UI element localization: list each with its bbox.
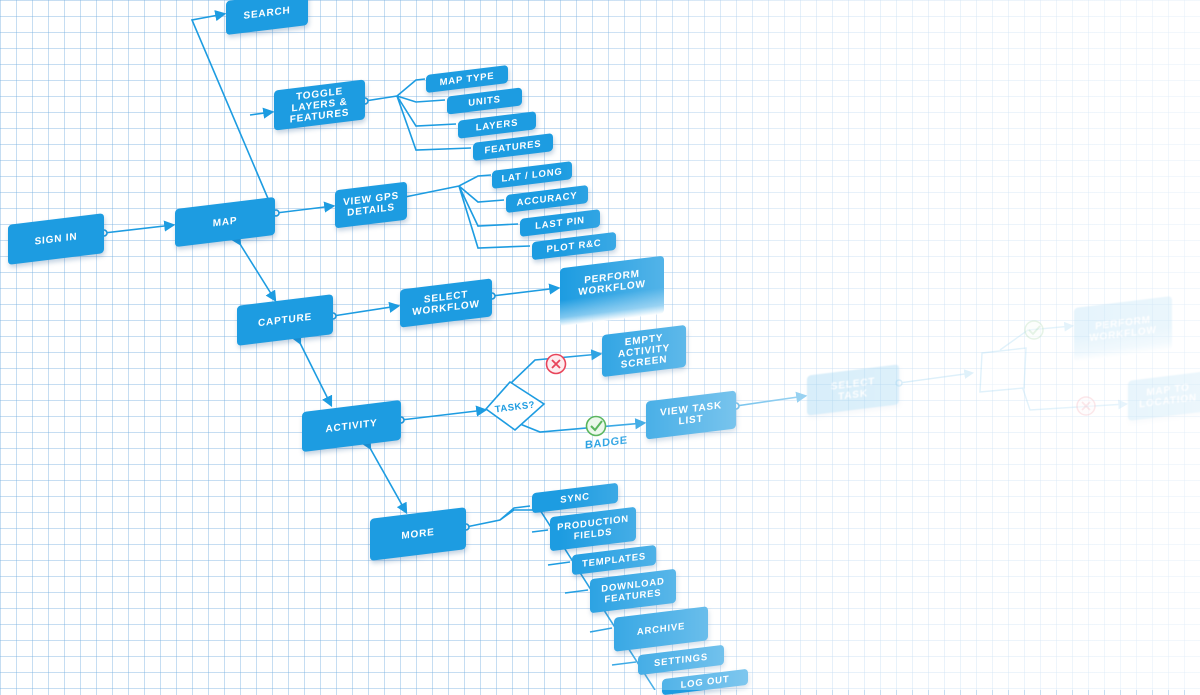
connector-map-gps xyxy=(275,201,336,214)
connector-toggle-branch xyxy=(364,78,472,151)
connector-map-capture xyxy=(230,233,277,303)
x-circle-icon xyxy=(545,353,567,375)
connector-select-perform xyxy=(491,283,561,297)
check-circle-icon xyxy=(585,415,607,437)
check-circle-icon xyxy=(1024,320,1044,340)
connector-tasks-view xyxy=(519,418,647,433)
connector-capture-activity xyxy=(291,332,333,408)
connector-view-select xyxy=(735,391,808,407)
connector-map-search xyxy=(190,10,276,216)
connector-activity-more xyxy=(360,437,408,515)
connector-activity-tasks xyxy=(400,405,488,421)
connector-signin-map xyxy=(103,220,176,234)
connector-capture-select xyxy=(332,301,401,317)
